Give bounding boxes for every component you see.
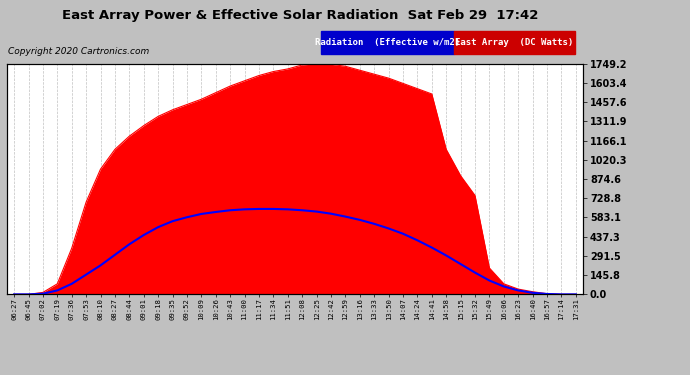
Text: Copyright 2020 Cartronics.com: Copyright 2020 Cartronics.com: [8, 47, 150, 56]
Text: Radiation  (Effective w/m2): Radiation (Effective w/m2): [315, 38, 460, 47]
Text: East Array  (DC Watts): East Array (DC Watts): [455, 38, 573, 47]
Text: East Array Power & Effective Solar Radiation  Sat Feb 29  17:42: East Array Power & Effective Solar Radia…: [62, 9, 538, 22]
